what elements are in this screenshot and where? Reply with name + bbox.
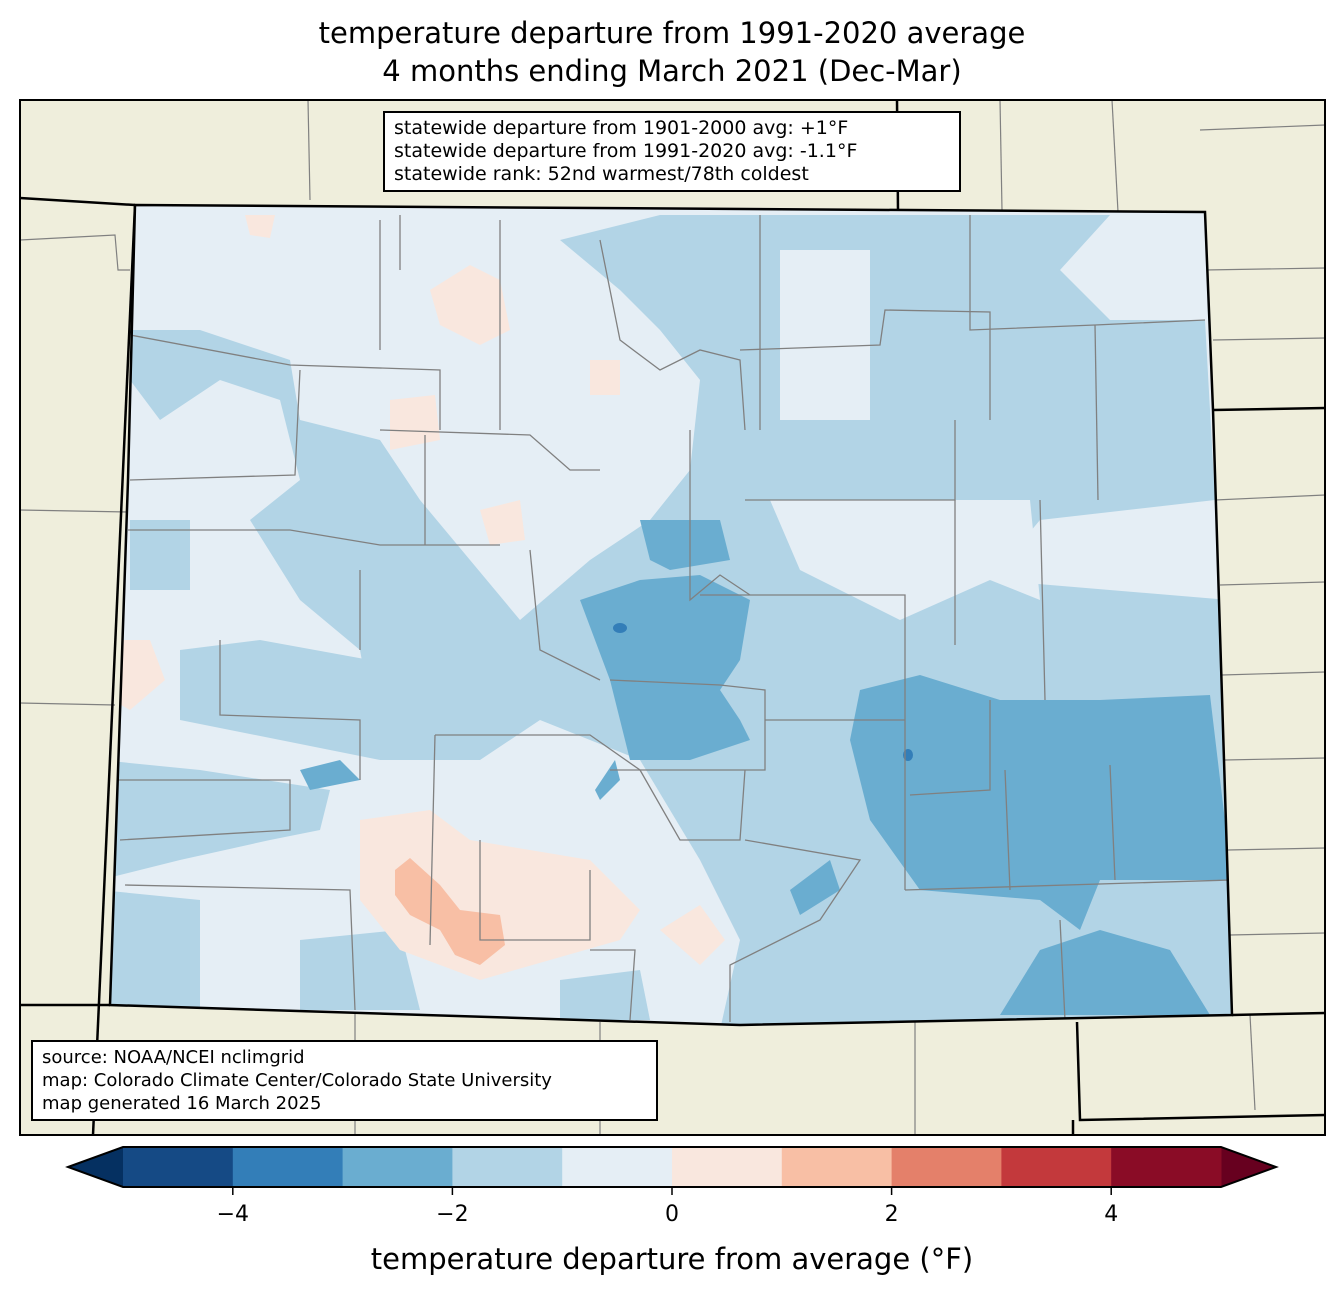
colorbar-segment (781, 1147, 893, 1187)
colorbar-tick-label: −4 (216, 1202, 250, 1227)
colorado-border (108, 203, 1234, 1027)
map-credit-line: map: Colorado Climate Center/Colorado St… (42, 1070, 552, 1091)
colorbar-segment (342, 1147, 453, 1187)
stat-departure-1991-2020: statewide departure from 1991-2020 avg: … (394, 140, 858, 162)
stat-departure-1901-2000: statewide departure from 1901-2000 avg: … (394, 117, 849, 139)
stat-rank: statewide rank: 52nd warmest/78th coldes… (394, 163, 809, 185)
colorbar-tick-label: −2 (436, 1202, 469, 1227)
colorbar-tick-label: 0 (665, 1202, 679, 1227)
colorbar-segment (452, 1147, 563, 1187)
county-lines (110, 215, 1231, 1022)
colorbar-label: temperature departure from average (°F) (370, 1242, 974, 1276)
colorbar-tick-label: 4 (1104, 1202, 1119, 1227)
colorbar-segment (672, 1147, 783, 1187)
colorbar-segment (562, 1147, 673, 1187)
title-line-1: temperature departure from 1991-2020 ave… (318, 16, 1026, 50)
source-box: source: NOAA/NCEI nclimgrid map: Colorad… (31, 1040, 658, 1121)
title-line-2: 4 months ending March 2021 (Dec-Mar) (382, 54, 962, 88)
map-frame (19, 99, 1326, 1136)
colorbar-under-arrow (68, 1147, 123, 1187)
generated-date-line: map generated 16 March 2025 (42, 1093, 322, 1114)
colorbar-segment (1001, 1147, 1112, 1187)
source-line: source: NOAA/NCEI nclimgrid (42, 1047, 305, 1068)
colorbar-segment (123, 1147, 234, 1187)
colorbar (65, 1146, 1279, 1195)
colorbar-over-arrow (1221, 1147, 1276, 1187)
colorbar-segment (232, 1147, 344, 1187)
statewide-stats-box: statewide departure from 1901-2000 avg: … (383, 111, 961, 192)
state-borders (20, 100, 1325, 1135)
colorado-departure-field (110, 205, 1232, 1025)
colorbar-segment (1111, 1147, 1222, 1187)
colorbar-tick-label: 2 (884, 1202, 899, 1227)
colorbar-segment (891, 1147, 1002, 1187)
colorbar-outline (65, 1146, 1279, 1188)
